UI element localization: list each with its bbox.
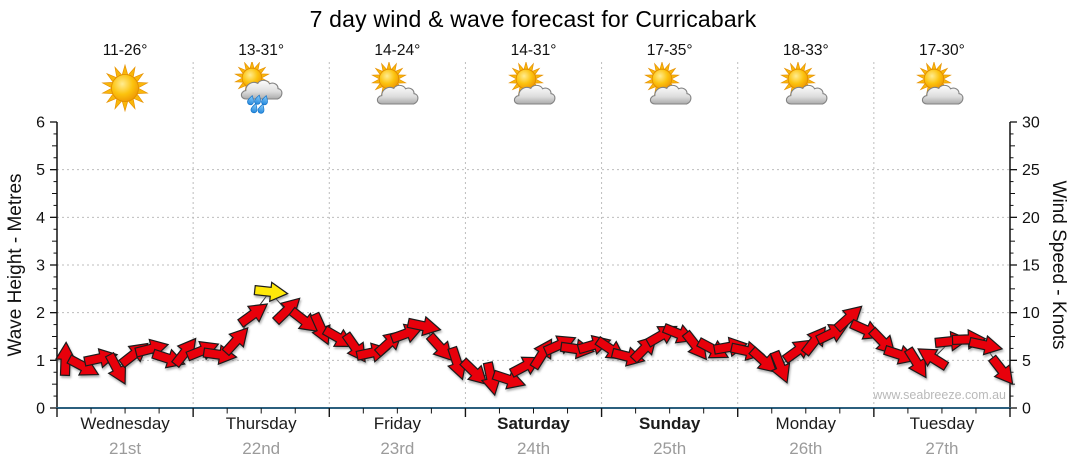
partly-cloudy-icon bbox=[643, 60, 697, 116]
day-name-label: Sunday bbox=[638, 414, 701, 433]
wind-arrow bbox=[833, 305, 863, 333]
sunny-icon bbox=[98, 62, 152, 116]
wind-arrow bbox=[968, 334, 1004, 356]
left-axis-title: Wave Height - Metres bbox=[5, 173, 26, 357]
day-name-label: Thursday bbox=[225, 414, 297, 433]
wind-arrow bbox=[425, 331, 453, 362]
wind-arrow bbox=[170, 337, 197, 369]
temp-label: 14-24° bbox=[374, 42, 421, 59]
partly-cloudy-icon bbox=[370, 60, 424, 116]
svg-text:30: 30 bbox=[1022, 115, 1040, 132]
wind-arrow bbox=[271, 297, 301, 326]
wind-arrow bbox=[288, 306, 319, 333]
day-name-label: Wednesday bbox=[80, 414, 170, 433]
svg-text:10: 10 bbox=[1022, 305, 1040, 322]
wind-arrow bbox=[491, 369, 527, 390]
wind-arrow bbox=[54, 341, 77, 377]
svg-text:20: 20 bbox=[1022, 210, 1040, 227]
svg-text:25: 25 bbox=[1022, 162, 1040, 179]
day-name-label: Monday bbox=[775, 414, 837, 433]
axes: 0 01 52 103 154 205 256 30 bbox=[36, 115, 1040, 418]
temp-label: 17-35° bbox=[646, 42, 693, 59]
wind-arrow bbox=[748, 346, 778, 374]
wind-arrow bbox=[987, 354, 1014, 386]
date-label: 21st bbox=[108, 439, 142, 458]
wind-arrow bbox=[559, 338, 596, 360]
temp-label: 17-30° bbox=[919, 42, 965, 59]
wind-arrow bbox=[882, 344, 918, 365]
day-name-label: Saturday bbox=[497, 414, 570, 433]
svg-text:2: 2 bbox=[36, 305, 45, 322]
svg-text:5: 5 bbox=[36, 162, 45, 179]
partly-cloudy-icon bbox=[507, 60, 561, 116]
date-label: 25th bbox=[653, 439, 687, 458]
day-name-label: Tuesday bbox=[909, 414, 975, 433]
watermark: www.seabreeze.com.au bbox=[872, 388, 1006, 402]
page-title: 7 day wind & wave forecast for Curricaba… bbox=[309, 6, 757, 32]
wind-arrow bbox=[459, 357, 488, 386]
wind-arrows bbox=[54, 281, 1014, 397]
svg-text:4: 4 bbox=[36, 210, 45, 227]
date-label: 24th bbox=[516, 439, 551, 458]
wind-arrow bbox=[104, 351, 127, 385]
temp-label: 14-31° bbox=[510, 42, 557, 59]
temp-label: 11-26° bbox=[102, 42, 148, 59]
partly-cloudy-icon bbox=[779, 60, 833, 116]
svg-text:6: 6 bbox=[36, 115, 45, 132]
svg-text:15: 15 bbox=[1022, 258, 1040, 275]
svg-text:5: 5 bbox=[1022, 353, 1031, 370]
wind-arrow bbox=[406, 315, 442, 337]
temp-label: 13-31° bbox=[238, 42, 285, 59]
svg-text:0: 0 bbox=[1022, 401, 1031, 418]
svg-text:3: 3 bbox=[36, 258, 45, 275]
wind-arrow bbox=[917, 348, 950, 371]
wind-arrow bbox=[253, 281, 289, 303]
date-label: 22nd bbox=[242, 439, 281, 458]
temp-label: 18-33° bbox=[782, 42, 829, 59]
svg-text:1: 1 bbox=[36, 353, 45, 370]
showers-icon bbox=[234, 59, 288, 116]
day-name-label: Friday bbox=[373, 414, 421, 433]
wind-arrow bbox=[903, 346, 927, 379]
svg-text:0: 0 bbox=[36, 401, 45, 418]
wind-arrow bbox=[769, 349, 791, 384]
wind-arrow bbox=[221, 327, 249, 357]
right-axis-title: Wind Speed - Knots bbox=[1048, 180, 1069, 350]
wind-arrow bbox=[237, 303, 269, 328]
date-label: 26th bbox=[789, 439, 823, 458]
wind-arrow bbox=[202, 344, 238, 366]
date-label: 27th bbox=[925, 439, 959, 458]
date-label: 23rd bbox=[380, 439, 415, 458]
partly-cloudy-icon bbox=[915, 60, 969, 116]
time-axis-ticks bbox=[56, 408, 1011, 417]
